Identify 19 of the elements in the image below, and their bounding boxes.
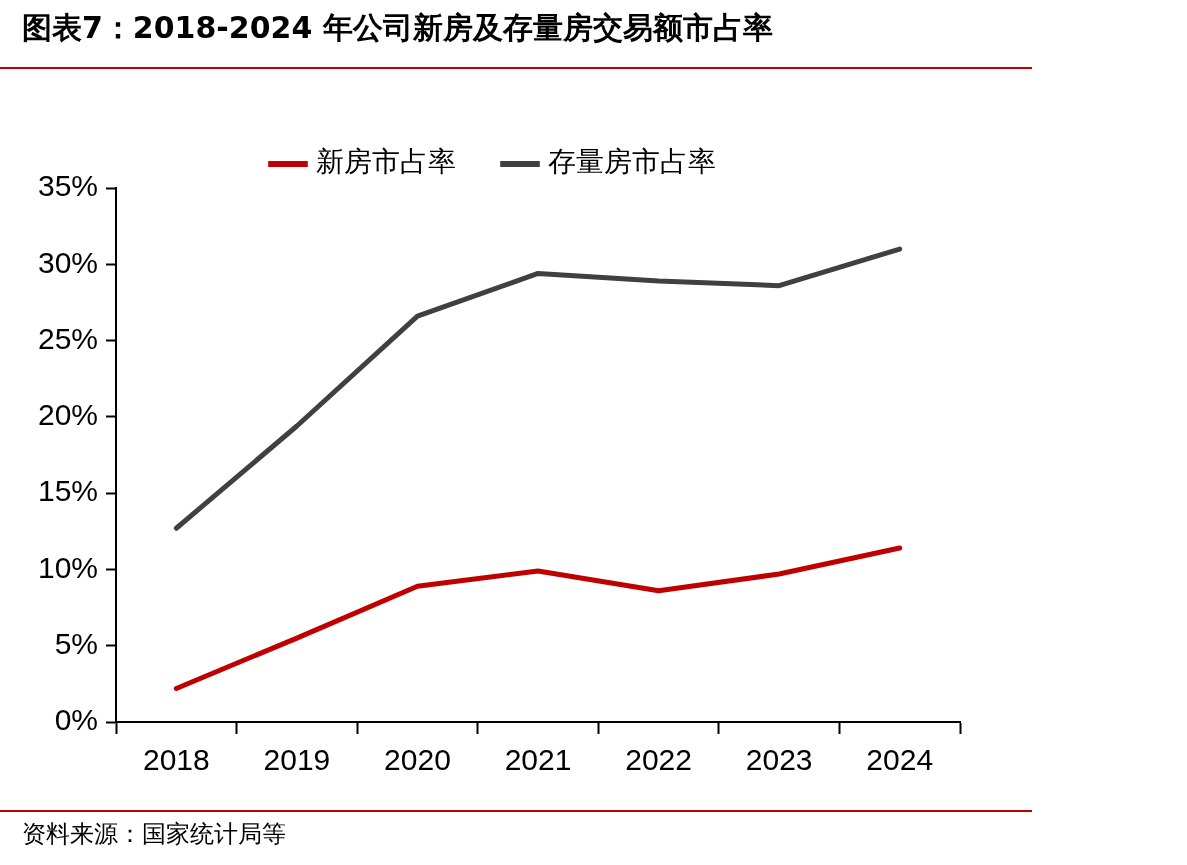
x-tick-label: 2020 — [384, 743, 451, 777]
y-tick-label: 25% — [38, 321, 99, 355]
x-tick-label: 2021 — [504, 743, 572, 777]
y-tick-label: 20% — [38, 398, 99, 432]
legend-label: 新房市占率 — [316, 145, 456, 179]
x-tick-label: 2023 — [745, 743, 813, 777]
y-tick-label: 15% — [38, 474, 99, 508]
legend-label: 存量房市占率 — [548, 145, 716, 179]
y-tick-label: 10% — [38, 550, 99, 584]
y-tick-label: 30% — [38, 245, 99, 279]
chart-title: 图表7：2018-2024 年公司新房及存量房交易额市占率 — [22, 9, 773, 47]
x-tick-label: 2022 — [625, 743, 692, 777]
text: 资料来源：国家统计局等 — [22, 819, 286, 850]
y-tick-label: 5% — [54, 626, 99, 660]
x-tick-label: 2024 — [866, 743, 934, 777]
x-tick-label: 2019 — [263, 743, 331, 777]
y-tick-label: 35% — [38, 169, 99, 203]
y-tick-label: 0% — [54, 703, 99, 737]
x-tick-label: 2018 — [142, 743, 210, 777]
